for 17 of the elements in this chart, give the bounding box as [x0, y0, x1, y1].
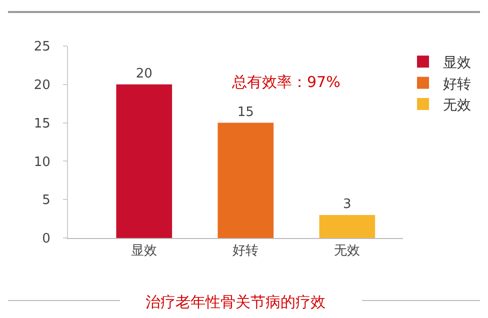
text: 治疗老年性骨关节病的疗效: [146, 292, 326, 311]
legend-label: 无效: [443, 97, 471, 114]
data-label: 3: [343, 196, 352, 212]
x-tick-label: 好转: [232, 244, 259, 259]
data-label: 20: [136, 66, 152, 82]
x-tick-label: 无效: [334, 244, 360, 259]
y-tick-label: 5: [42, 193, 50, 208]
legend-label: 显效: [443, 55, 471, 72]
x-tick-label: 显效: [131, 244, 158, 259]
y-tick-label: 0: [42, 232, 50, 247]
y-tick-label: 20: [34, 78, 50, 93]
annotation: 总有效率：97%: [231, 73, 340, 91]
data-label: 15: [237, 104, 254, 120]
y-tick-label: 10: [34, 154, 50, 170]
y-tick-label: 25: [34, 40, 50, 55]
y-tick-label: 15: [34, 116, 50, 132]
legend-label: 好转: [443, 76, 471, 92]
